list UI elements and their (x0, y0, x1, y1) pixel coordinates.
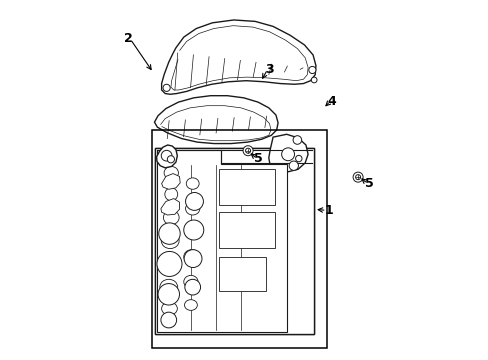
Bar (151, 130, 326, 348)
Polygon shape (162, 174, 180, 189)
Circle shape (243, 146, 253, 156)
Circle shape (355, 175, 360, 180)
Ellipse shape (164, 166, 178, 179)
Circle shape (352, 172, 363, 182)
Text: 1: 1 (324, 204, 332, 217)
Ellipse shape (183, 249, 199, 264)
Circle shape (308, 66, 315, 73)
Bar (219, 212, 274, 248)
Circle shape (288, 161, 298, 170)
Ellipse shape (164, 188, 177, 201)
Circle shape (184, 279, 200, 295)
Polygon shape (155, 148, 313, 334)
Polygon shape (162, 20, 315, 94)
Bar (219, 169, 274, 205)
Text: 5: 5 (254, 152, 263, 165)
Circle shape (295, 156, 302, 162)
Polygon shape (154, 96, 278, 144)
Polygon shape (155, 148, 313, 334)
Ellipse shape (160, 279, 177, 295)
Ellipse shape (186, 178, 199, 189)
Ellipse shape (184, 225, 200, 239)
Circle shape (159, 223, 180, 244)
Circle shape (185, 193, 203, 210)
Circle shape (184, 249, 202, 267)
Text: 4: 4 (327, 95, 336, 108)
Polygon shape (157, 150, 287, 332)
Polygon shape (156, 145, 177, 168)
Bar (219, 257, 265, 291)
Ellipse shape (185, 202, 200, 215)
Ellipse shape (183, 275, 198, 288)
Ellipse shape (163, 210, 179, 225)
Ellipse shape (184, 300, 197, 310)
Circle shape (161, 312, 176, 328)
Polygon shape (268, 134, 307, 172)
Polygon shape (161, 199, 179, 215)
Circle shape (183, 220, 203, 240)
Circle shape (161, 150, 172, 161)
Circle shape (167, 156, 174, 163)
Ellipse shape (161, 233, 179, 249)
Circle shape (281, 148, 294, 161)
Ellipse shape (162, 302, 177, 315)
Text: 3: 3 (264, 63, 273, 76)
Text: 2: 2 (124, 32, 133, 45)
Circle shape (245, 148, 250, 153)
Circle shape (163, 84, 170, 91)
Circle shape (292, 136, 301, 144)
Ellipse shape (159, 255, 179, 273)
Circle shape (311, 77, 316, 83)
Ellipse shape (164, 319, 175, 327)
Circle shape (158, 284, 179, 305)
Circle shape (157, 251, 182, 276)
Text: 5: 5 (365, 177, 373, 190)
